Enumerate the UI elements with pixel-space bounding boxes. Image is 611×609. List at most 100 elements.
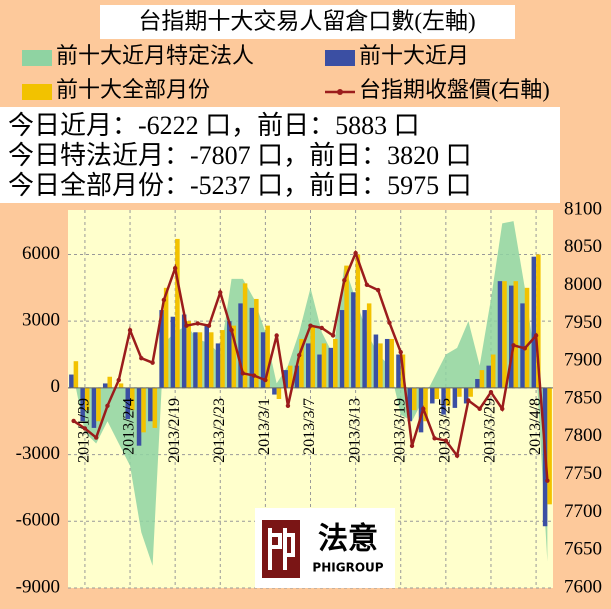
bar — [175, 238, 180, 388]
bar — [69, 374, 74, 388]
line-point — [251, 373, 257, 378]
bar — [231, 325, 237, 388]
line-point — [161, 297, 167, 303]
info-line: 今日特法近月：-7807 口，前日：3820 口 — [8, 141, 472, 170]
y-tick-label: -3000 — [16, 443, 60, 464]
line-point — [263, 377, 268, 383]
x-tick-label: 2013/3/25 — [437, 398, 454, 463]
bar — [220, 330, 225, 388]
bar — [299, 338, 304, 388]
bar — [249, 307, 255, 388]
line-point — [375, 287, 381, 293]
y2-tick-label: 7700 — [564, 501, 602, 522]
line-point — [398, 349, 403, 355]
bar — [238, 303, 243, 388]
info-line: 今日全部月份：-5237 口，前日：5975 口 — [8, 171, 472, 200]
line-point — [477, 406, 482, 412]
bar — [497, 281, 503, 388]
y2-tick-label: 7900 — [564, 350, 602, 371]
line-point — [319, 325, 324, 331]
bar — [96, 387, 101, 422]
bar — [148, 387, 153, 422]
line-point — [454, 453, 460, 458]
line-point — [229, 328, 234, 333]
bar — [407, 387, 413, 422]
line-point — [195, 321, 200, 326]
bar — [136, 387, 142, 446]
bar — [163, 287, 169, 388]
bar — [434, 387, 440, 399]
bar — [181, 314, 187, 388]
bar — [272, 387, 277, 395]
legend-label: 台指期收盤價(右軸) — [359, 77, 550, 102]
line-point — [488, 389, 494, 395]
line-point — [127, 328, 133, 333]
bar — [490, 354, 496, 388]
area — [73, 221, 548, 566]
bar — [441, 387, 446, 415]
legend-swatch — [22, 84, 52, 100]
bar — [547, 387, 552, 505]
bar — [339, 310, 345, 388]
bar — [141, 387, 146, 433]
line-point — [522, 346, 528, 351]
bar — [333, 338, 338, 388]
bar — [423, 387, 428, 422]
line-point — [240, 371, 246, 376]
bar — [152, 387, 158, 428]
y2-tick-label: 7750 — [564, 463, 602, 484]
line-point — [443, 438, 449, 443]
bar — [102, 383, 108, 388]
bar — [254, 298, 259, 388]
bar — [186, 321, 191, 388]
x-tick-label: 2013/4/8 — [527, 398, 544, 455]
line-point — [409, 443, 415, 449]
line-point — [139, 355, 144, 361]
bar — [283, 370, 288, 388]
x-tick-label: 2013/3/29 — [482, 398, 499, 463]
bar — [355, 254, 361, 388]
line-point — [172, 266, 178, 271]
line-point — [297, 352, 302, 358]
line-point — [511, 343, 516, 348]
y2-tick-label: 8000 — [564, 274, 602, 295]
bar — [125, 387, 131, 420]
y2-tick-label: 7800 — [564, 425, 602, 446]
y2-tick-label: 8100 — [564, 198, 602, 219]
bar — [412, 387, 417, 411]
logo-name: 法意 — [318, 522, 378, 557]
x-tick-label: 2013/2/23 — [211, 398, 228, 463]
bar — [457, 387, 462, 397]
bar — [430, 387, 435, 404]
info-box — [0, 107, 560, 203]
bar — [321, 343, 327, 388]
x-tick-label: 2013/3/13 — [346, 398, 363, 463]
bar — [351, 292, 356, 388]
line-point — [342, 278, 347, 283]
line-point — [105, 403, 110, 409]
bar — [204, 325, 209, 388]
bar — [118, 383, 124, 388]
line-point — [206, 323, 212, 328]
bar — [84, 387, 90, 411]
line-point — [533, 333, 539, 338]
bar — [389, 338, 394, 388]
bar — [208, 332, 214, 388]
y-tick-label: 6000 — [22, 243, 60, 264]
bar — [396, 354, 401, 388]
line-point — [184, 323, 189, 328]
bar — [384, 338, 390, 388]
y2-tick-label: 7600 — [564, 576, 602, 597]
bar — [452, 387, 458, 408]
bar — [265, 325, 270, 388]
x-tick-label: 2013/3/7 — [301, 398, 318, 455]
line-point — [93, 435, 99, 440]
line-point — [545, 478, 550, 483]
bar — [317, 354, 322, 388]
bar — [287, 365, 293, 388]
bar — [531, 256, 537, 388]
bar — [197, 332, 203, 388]
bar — [193, 332, 198, 388]
logo-icon-mark — [268, 528, 295, 570]
legend-label: 前十大近月特定法人 — [56, 43, 254, 68]
